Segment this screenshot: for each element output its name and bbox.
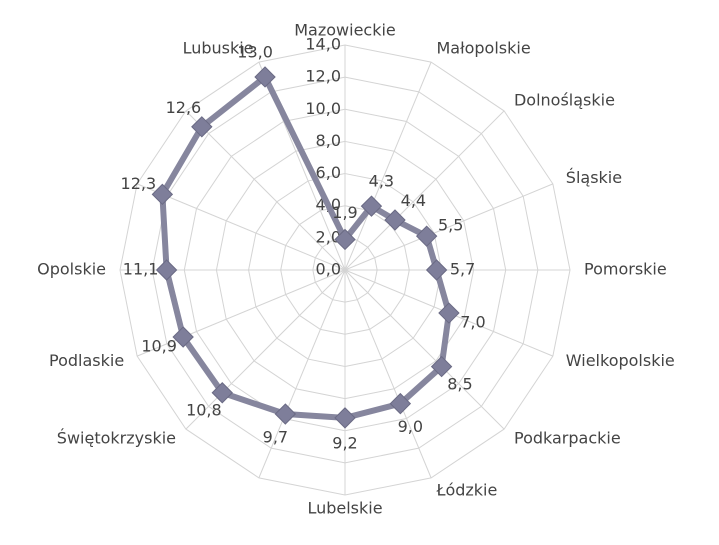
data-label: 10,8	[186, 401, 222, 420]
tick-label: 12,0	[305, 67, 341, 86]
marker	[415, 225, 438, 247]
data-label: 4,3	[369, 172, 394, 191]
data-label: 12,6	[166, 98, 202, 117]
data-label: 9,7	[263, 428, 288, 447]
marker	[155, 259, 178, 281]
category-label: Wielkopolskie	[566, 351, 675, 370]
category-label: Świętokrzyskie	[57, 428, 176, 447]
spoke	[185, 269, 346, 430]
tick-label: 14,0	[305, 35, 341, 54]
marker	[384, 209, 406, 231]
marker	[438, 302, 460, 324]
data-label: 4,4	[401, 191, 426, 210]
category-label: Pomorskie	[584, 260, 667, 279]
spoke	[136, 183, 346, 271]
category-label: Podkarpackie	[514, 428, 621, 447]
marker	[425, 259, 448, 281]
category-label: Lubuskie	[183, 39, 254, 58]
data-label: 7,0	[460, 313, 485, 332]
category-label: Małopolskie	[436, 39, 530, 58]
category-label: Podlaskie	[49, 351, 124, 370]
marker	[360, 195, 383, 217]
category-label: Mazowieckie	[294, 21, 396, 40]
data-label: 9,0	[398, 417, 423, 436]
marker	[254, 66, 276, 88]
data-label: 9,2	[332, 433, 357, 452]
spoke	[344, 61, 432, 271]
data-label: 11,1	[123, 260, 159, 279]
tick-label: 6,0	[316, 163, 341, 182]
data-label: 1,9	[332, 203, 357, 222]
marker	[389, 392, 412, 415]
spoke	[344, 269, 505, 430]
category-label: Opolskie	[37, 260, 106, 279]
marker	[334, 407, 356, 429]
tick-label: 0,0	[316, 260, 341, 279]
spoke	[258, 269, 346, 479]
category-label: Dolnośląskie	[514, 91, 615, 110]
spoke	[136, 269, 346, 357]
spoke	[344, 269, 432, 479]
data-label: 12,3	[121, 174, 157, 193]
marker	[211, 382, 233, 404]
marker	[191, 116, 213, 138]
category-label: Śląskie	[566, 168, 622, 187]
data-label: 5,7	[450, 260, 475, 279]
data-label: 10,9	[141, 336, 177, 355]
tick-label: 10,0	[305, 99, 341, 118]
tick-label: 8,0	[316, 131, 341, 150]
data-label: 5,5	[438, 216, 463, 235]
marker	[430, 355, 453, 378]
marker	[274, 403, 297, 425]
spoke	[185, 110, 346, 271]
spoke	[344, 110, 505, 271]
marker	[172, 326, 194, 348]
marker	[334, 228, 356, 251]
data-label: 13,0	[237, 42, 273, 61]
spoke	[344, 183, 554, 271]
marker	[151, 183, 174, 206]
category-label: Lubelskie	[307, 499, 382, 518]
data-label: 8,5	[447, 374, 472, 393]
category-label: Łódzkie	[435, 480, 497, 499]
tick-label: 2,0	[316, 227, 341, 246]
